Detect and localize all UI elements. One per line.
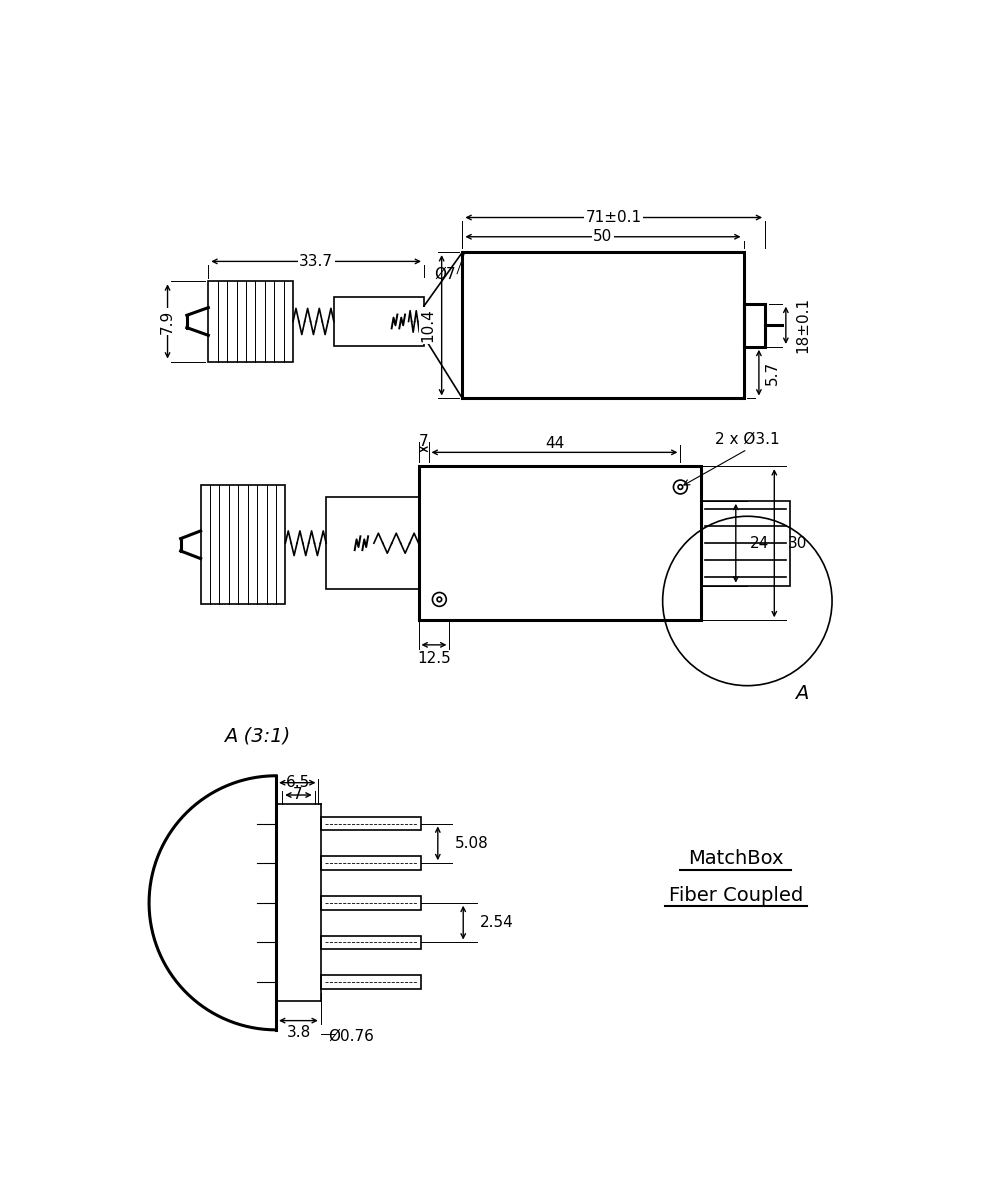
Text: 44: 44 [545,435,564,451]
Bar [326,497,419,589]
Text: 18±0.1: 18±0.1 [795,297,810,354]
Bar [419,467,701,621]
Bar [701,500,790,586]
Text: 50: 50 [593,230,613,244]
Text: Fiber Coupled: Fiber Coupled [669,885,803,905]
Text: 33.7: 33.7 [299,254,333,269]
Text: 24: 24 [750,535,769,551]
Text: 5.7: 5.7 [765,361,780,385]
Bar [321,896,421,909]
Text: A: A [795,683,808,703]
Bar [208,282,293,361]
Bar [321,976,421,989]
Text: 12.5: 12.5 [417,651,451,666]
Bar [321,817,421,830]
Bar [744,303,765,346]
Bar [321,857,421,870]
Bar [462,253,744,398]
Text: 6.5: 6.5 [286,775,311,790]
Text: 5.08: 5.08 [455,836,488,851]
Text: 2 x Ø3.1: 2 x Ø3.1 [715,432,780,446]
Text: 3.8: 3.8 [286,1025,311,1041]
Text: 7: 7 [292,787,302,801]
Text: 7: 7 [419,434,428,449]
Text: MatchBox: MatchBox [688,849,784,869]
Text: A (3:1): A (3:1) [224,727,290,745]
Bar [201,486,285,604]
Text: 10.4: 10.4 [420,308,435,342]
Text: 30: 30 [788,535,808,551]
Text: Ø0.76: Ø0.76 [329,1029,375,1043]
Text: 7.9: 7.9 [160,309,175,333]
Bar [321,936,421,949]
Text: 71±0.1: 71±0.1 [586,211,642,225]
Bar [334,297,424,346]
Text: Ø7: Ø7 [435,266,456,282]
Text: 2.54: 2.54 [480,915,514,930]
